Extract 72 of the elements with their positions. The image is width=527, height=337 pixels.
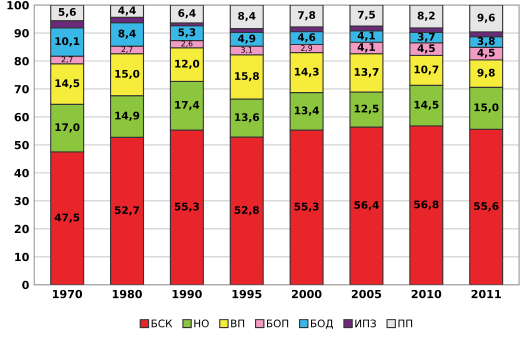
data-label: 15,0 xyxy=(115,70,140,80)
data-label: 8,2 xyxy=(418,12,435,21)
data-label: 4,1 xyxy=(358,43,375,52)
data-label: 8,4 xyxy=(238,12,256,22)
data-label: 5,3 xyxy=(178,28,196,38)
y-tick-label: 90 xyxy=(14,29,29,38)
data-label: 13,4 xyxy=(294,106,319,116)
data-label: 15,8 xyxy=(235,72,259,82)
y-tick-label: 40 xyxy=(14,168,29,178)
x-tick-label: 2005 xyxy=(352,290,382,298)
data-label: 14,9 xyxy=(115,112,140,121)
data-label: 4,5 xyxy=(477,48,495,58)
bar xyxy=(170,5,204,24)
y-tick-label: 70 xyxy=(14,84,29,94)
data-label: 3,7 xyxy=(418,32,435,42)
data-label: 5,6 xyxy=(58,8,76,18)
y-tick-label: 30 xyxy=(14,196,29,206)
data-label: 17,4 xyxy=(175,101,200,110)
data-label: 8,4 xyxy=(118,30,136,39)
data-label: 9,6 xyxy=(477,14,495,23)
data-label: 55,3 xyxy=(294,202,319,212)
data-label: 47,5 xyxy=(54,214,80,223)
data-label: 17,0 xyxy=(56,123,80,132)
data-label: 6,4 xyxy=(178,9,196,18)
data-label: 14,3 xyxy=(294,68,319,77)
data-label: 55,3 xyxy=(174,202,199,212)
data-label: 55,6 xyxy=(474,202,498,212)
data-label: 12,5 xyxy=(354,104,379,114)
x-tick-label: 1990 xyxy=(172,290,202,298)
data-label: 13,7 xyxy=(354,68,378,78)
x-tick-label: 2011 xyxy=(472,290,501,298)
legend-label: НО xyxy=(194,320,209,328)
data-label: 4,4 xyxy=(118,6,136,16)
data-label: 4,9 xyxy=(238,34,256,44)
data-label: 4,5 xyxy=(418,44,435,54)
data-label: 7,8 xyxy=(298,11,316,20)
y-tick-label: 100 xyxy=(7,1,29,10)
data-label: 15,0 xyxy=(474,103,499,113)
data-label: 13,6 xyxy=(235,113,260,122)
bar xyxy=(409,5,444,29)
data-label: 10,7 xyxy=(414,66,438,75)
data-label: 52,7 xyxy=(114,206,140,216)
x-tick-label: 2000 xyxy=(292,290,322,298)
data-label: 14,5 xyxy=(414,100,438,110)
legend-label: ПП xyxy=(398,320,412,328)
y-tick-label: 50 xyxy=(14,140,29,150)
data-label: 52,8 xyxy=(234,206,259,216)
data-label: 4,6 xyxy=(298,33,316,42)
legend-label: ВП xyxy=(231,320,244,328)
data-label: 12,0 xyxy=(175,60,200,69)
data-label: 10,1 xyxy=(56,37,80,46)
legend-label: БОП xyxy=(267,320,288,328)
x-tick-label: 2010 xyxy=(412,290,442,298)
y-tick-label: 60 xyxy=(14,112,29,122)
y-tick-label: 20 xyxy=(14,224,29,234)
bar xyxy=(230,5,264,30)
legend-label: ИПЗ xyxy=(355,320,376,328)
y-tick-label: 0 xyxy=(22,280,29,290)
data-label: 9,8 xyxy=(477,68,495,78)
data-label: 56,4 xyxy=(354,201,379,210)
data-label: 56,8 xyxy=(414,200,439,210)
data-label: 3,8 xyxy=(478,37,495,46)
y-tick-label: 10 xyxy=(15,252,29,262)
legend-label: БОД xyxy=(311,320,333,329)
legend-label: БСК xyxy=(152,320,172,328)
x-tick-label: 1970 xyxy=(52,290,82,298)
x-tick-label: 1980 xyxy=(112,290,142,298)
data-label: 4,1 xyxy=(358,32,375,41)
y-tick-label: 80 xyxy=(14,56,29,66)
x-tick-label: 1995 xyxy=(232,290,262,298)
data-label: 14,5 xyxy=(56,79,80,88)
data-label: 7,5 xyxy=(358,10,375,20)
